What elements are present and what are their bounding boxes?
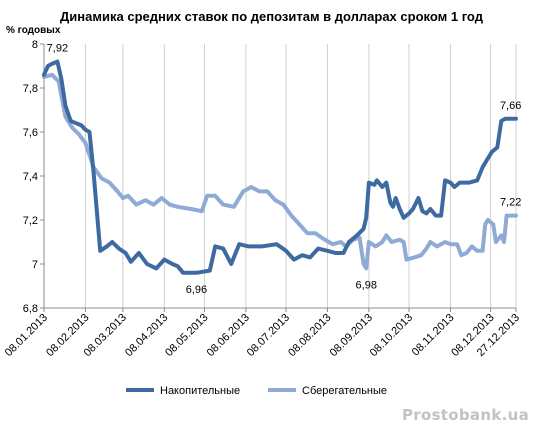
data-label: 6,98: [356, 279, 377, 291]
data-label: 7,22: [500, 197, 521, 209]
x-tick-label: 08.01.2013: [3, 312, 50, 359]
y-axis-label: % годовых: [6, 25, 61, 36]
y-tick-label: 7: [32, 259, 38, 271]
y-tick-label: 8: [32, 39, 38, 51]
data-label: 6,96: [186, 284, 207, 296]
y-tick-label: 6,8: [23, 303, 38, 315]
watermark: Prostobank.ua: [401, 406, 529, 424]
x-tick-label: 08.05.2013: [163, 312, 210, 359]
y-tick-label: 7,4: [23, 171, 38, 183]
y-tick-label: 7,8: [23, 83, 38, 95]
chart-title: Динамика средних ставок по депозитам в д…: [60, 9, 483, 24]
series-line-nakopitelnye: [42, 59, 518, 275]
x-tick-label: 08.07.2013: [245, 312, 292, 359]
legend-label: Накопительные: [160, 385, 240, 397]
legend-label: Сберегательные: [302, 385, 387, 397]
x-tick-label: 08.10.2013: [368, 312, 415, 359]
data-label: 7,92: [47, 43, 68, 55]
y-tick-label: 7,2: [23, 215, 38, 227]
series-line-sberegatelnye: [42, 72, 518, 271]
y-tick-label: 7,6: [23, 127, 38, 139]
x-tick-label: 08.08.2013: [286, 312, 333, 359]
data-label: 7,66: [500, 100, 521, 112]
